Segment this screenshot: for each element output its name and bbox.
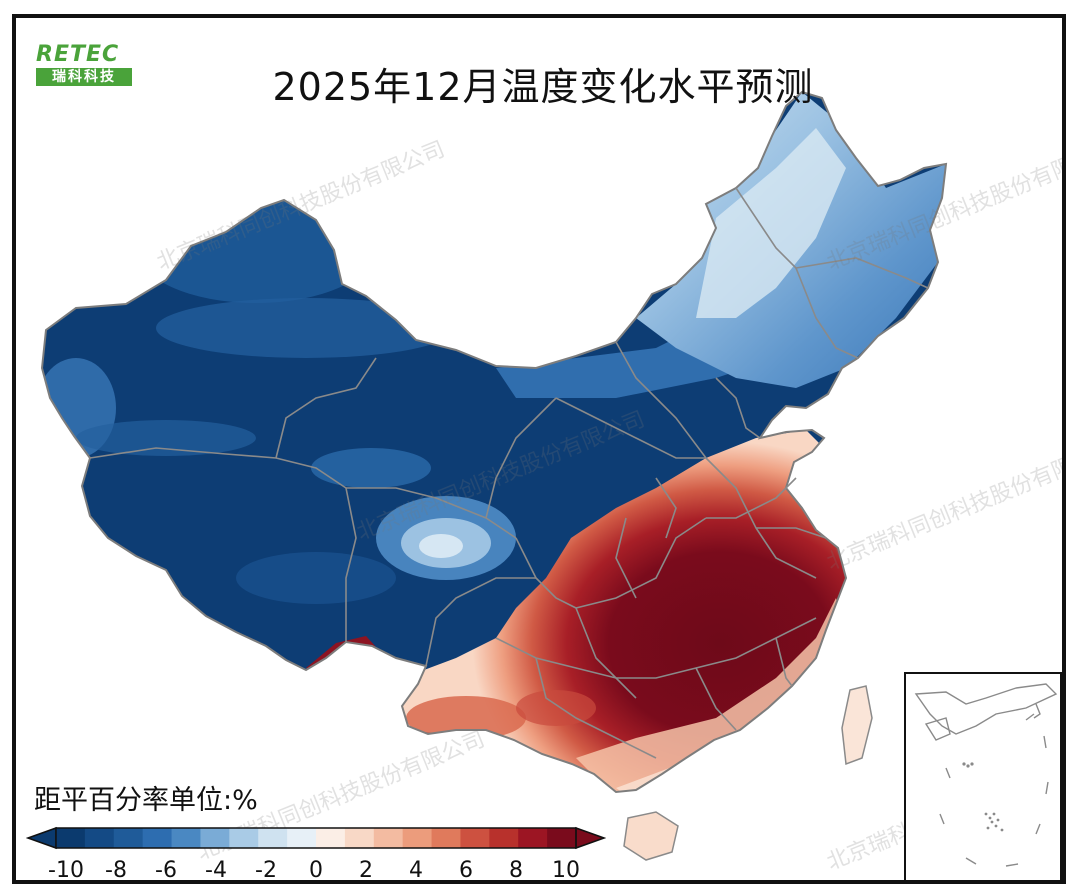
inset-map xyxy=(914,683,1058,867)
color-bar-swatch xyxy=(547,828,577,848)
color-bar-swatch xyxy=(373,828,404,848)
map-title: 2025年12月温度变化水平预测 xyxy=(272,65,814,109)
color-bar-ticks: -10 -8 -6 -4 -2 0 2 4 6 8 10 xyxy=(26,858,606,883)
color-bar-swatch xyxy=(56,828,86,848)
color-bar-swatch xyxy=(258,828,288,848)
color-bar-swatch xyxy=(431,828,461,848)
color-bar-swatch xyxy=(200,828,230,848)
color-bar-outline xyxy=(55,827,577,849)
color-bar xyxy=(26,826,606,850)
color-bar-swatch xyxy=(84,828,115,848)
color-bar-swatch xyxy=(113,828,144,848)
logo-subtitle: 瑞科科技 xyxy=(36,68,132,86)
color-bar-swatch xyxy=(489,828,519,848)
color-bar-swatch xyxy=(142,828,173,848)
color-bar-tick-label: 0 xyxy=(309,858,323,883)
color-bar-swatch xyxy=(460,828,490,848)
south-china-sea-inset xyxy=(904,672,1062,880)
color-bar-tick-label: 2 xyxy=(359,858,373,883)
company-logo: RETEC 瑞科科技 xyxy=(36,44,132,88)
color-bar-swatch xyxy=(402,828,433,848)
color-bar-swatch xyxy=(344,828,375,848)
color-bar-tick-label: 8 xyxy=(509,858,523,883)
china-map xyxy=(40,90,948,861)
map-frame: 2025年12月温度变化水平预测 RETEC 瑞科科技 北京瑞科同创科技股份有限… xyxy=(12,14,1066,884)
color-bar-tick-label: -10 xyxy=(48,858,84,883)
color-bar-swatch xyxy=(287,828,317,848)
color-bar-tick-label: -8 xyxy=(105,858,127,883)
color-bar-high-extend xyxy=(575,826,606,850)
color-bar-tick-label: 4 xyxy=(409,858,423,883)
color-bar-tick-label: -4 xyxy=(205,858,227,883)
logo-wordmark: RETEC xyxy=(36,42,120,67)
color-bar-tick-label: 10 xyxy=(552,858,580,883)
color-bar-low-extend xyxy=(26,826,57,850)
color-bar-swatch xyxy=(518,828,548,848)
color-bar-swatch xyxy=(229,828,259,848)
color-bar-tick-label: -2 xyxy=(255,858,277,883)
color-bar-tick-label: -6 xyxy=(155,858,177,883)
color-bar-tick-label: 6 xyxy=(459,858,473,883)
color-bar-swatch xyxy=(316,828,346,848)
legend-title: 距平百分率单位:% xyxy=(34,785,258,816)
color-bar-swatch xyxy=(171,828,201,848)
